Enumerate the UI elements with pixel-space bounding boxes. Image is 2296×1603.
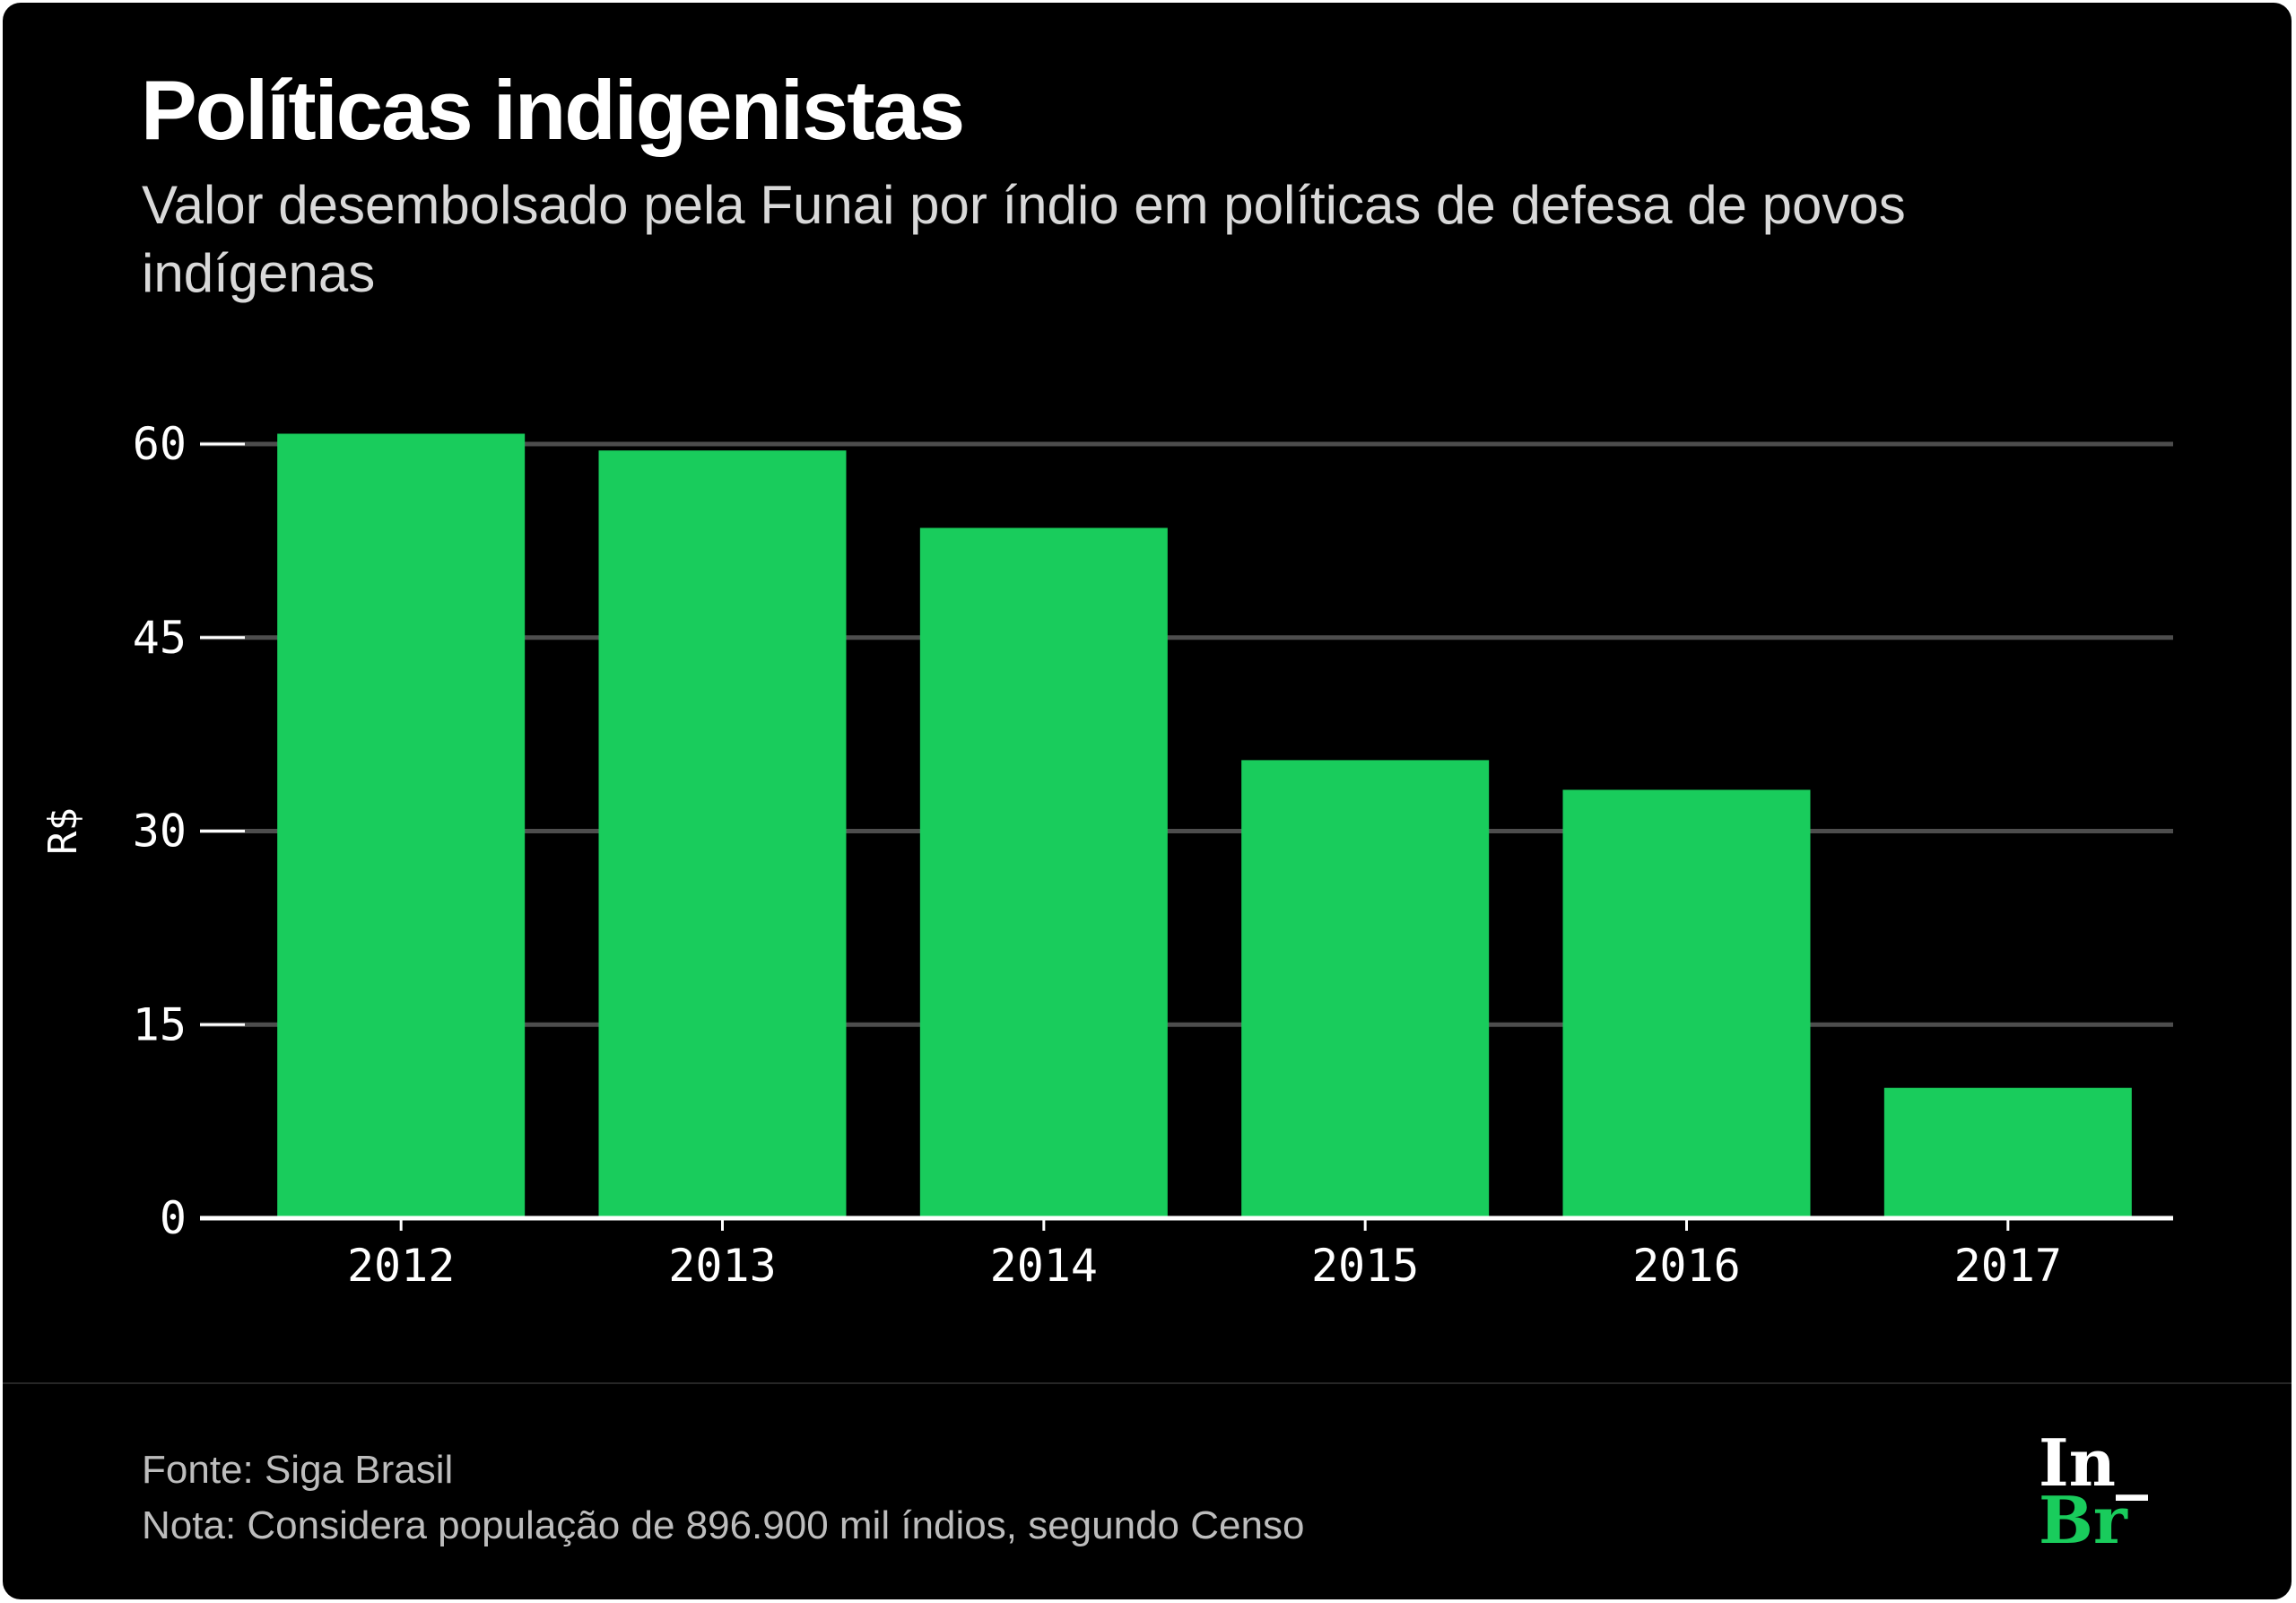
bar <box>598 450 847 1219</box>
y-tick-label: 60 <box>133 418 187 470</box>
x-tick-label: 2012 <box>347 1240 455 1292</box>
logo-line-1: In_ <box>2039 1424 2149 1501</box>
y-tick-label: 0 <box>160 1192 187 1244</box>
bar <box>1241 760 1490 1218</box>
chart-title: Políticas indigenistas <box>141 63 965 157</box>
chart-subtitle: Valor desembolsado pela Funai por índio … <box>142 175 1906 303</box>
source-text: Fonte: Siga Brasil <box>142 1448 454 1492</box>
x-tick-label: 2016 <box>1632 1240 1740 1292</box>
y-tick-label: 30 <box>133 806 187 858</box>
x-tick-label: 2013 <box>668 1240 776 1292</box>
y-tick-label: 45 <box>133 612 187 664</box>
logo-line-2: Br <box>2039 1482 2127 1558</box>
note-text: Nota: Considera população de 896.900 mil… <box>142 1503 1305 1547</box>
bar <box>277 433 526 1218</box>
bar-chart: 0 15 30 45 60 2012 2013 2014 2015 2016 2017 R$ <box>40 418 2173 1292</box>
y-axis-label: R$ <box>40 807 86 855</box>
x-tick-label: 2017 <box>1954 1240 2062 1292</box>
x-tick-label: 2015 <box>1311 1240 1419 1292</box>
bar <box>1883 1087 2132 1218</box>
brand-logo: In_ Br <box>2039 1424 2173 1560</box>
bar <box>1562 789 1811 1218</box>
chart-footer: Fonte: Siga Brasil Nota: Considera popul… <box>142 1442 1304 1554</box>
x-tick-label: 2014 <box>990 1240 1098 1292</box>
bar <box>919 527 1168 1218</box>
y-tick-label: 15 <box>133 998 187 1050</box>
footer-divider <box>3 1382 2292 1384</box>
chart-card: Políticas indigenistas Valor desembolsad… <box>3 3 2292 1599</box>
